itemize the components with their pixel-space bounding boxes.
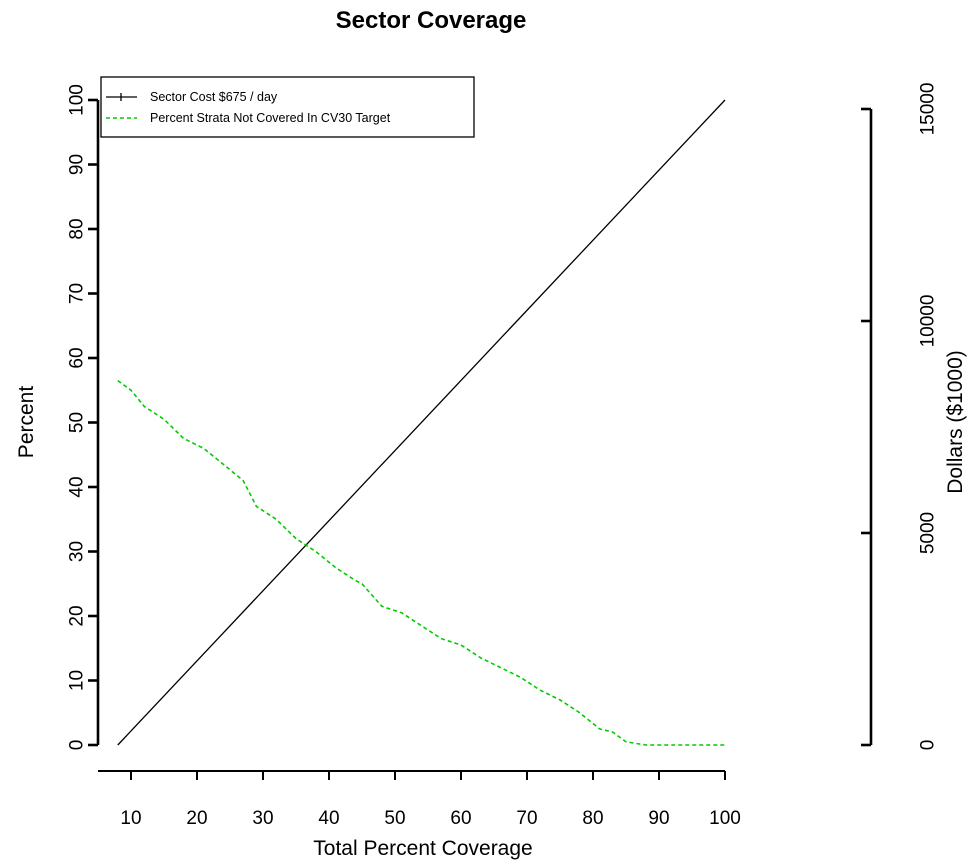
y2-tick-label-10000: 10000: [918, 295, 939, 348]
y-tick-label-100: 100: [67, 84, 88, 116]
series-line-0: [117, 99, 726, 746]
y-tick-label-60: 60: [67, 347, 88, 368]
x-axis-label: Total Percent Coverage: [313, 837, 532, 860]
y2-axis-label: Dollars ($1000): [944, 350, 967, 494]
y2-tick-label-5000: 5000: [918, 512, 939, 554]
chart-title: Sector Coverage: [336, 7, 527, 34]
legend: Sector Cost $675 / day Percent Strata No…: [100, 76, 475, 138]
x-tick-label-20: 20: [186, 808, 207, 829]
y-tick-label-20: 20: [67, 605, 88, 626]
x-tick-label-70: 70: [516, 808, 537, 829]
y-tick-label-30: 30: [67, 541, 88, 562]
y-axis-label: Percent: [15, 386, 38, 459]
y-tick-label-70: 70: [67, 283, 88, 304]
y-tick-label-50: 50: [67, 412, 88, 433]
y2-tick-label-0: 0: [918, 740, 939, 751]
x-tick-label-90: 90: [648, 808, 669, 829]
y-tick-label-10: 10: [67, 670, 88, 691]
legend-label-sector-cost: Sector Cost $675 / day: [150, 90, 278, 104]
y-tick-label-0: 0: [67, 740, 88, 751]
legend-box: [100, 76, 475, 138]
series-group: [117, 99, 726, 746]
legend-label-percent-strata: Percent Strata Not Covered In CV30 Targe…: [150, 111, 391, 125]
series-line-1: [117, 379, 725, 746]
x-tick-label-100: 100: [709, 808, 741, 829]
x-tick-label-60: 60: [450, 808, 471, 829]
x-tick-label-40: 40: [318, 808, 339, 829]
x-tick-label-10: 10: [120, 808, 141, 829]
y-tick-label-90: 90: [67, 154, 88, 175]
y-tick-label-80: 80: [67, 218, 88, 239]
axes-group: 0 10 20 30 40 50 60 70 80 90 100 10 20 30 40 50 60 70 80 90…: [67, 83, 939, 829]
x-tick-label-50: 50: [384, 808, 405, 829]
y-tick-label-40: 40: [67, 476, 88, 497]
x-tick-label-80: 80: [582, 808, 603, 829]
y2-tick-label-15000: 15000: [918, 83, 939, 136]
x-tick-label-30: 30: [252, 808, 273, 829]
